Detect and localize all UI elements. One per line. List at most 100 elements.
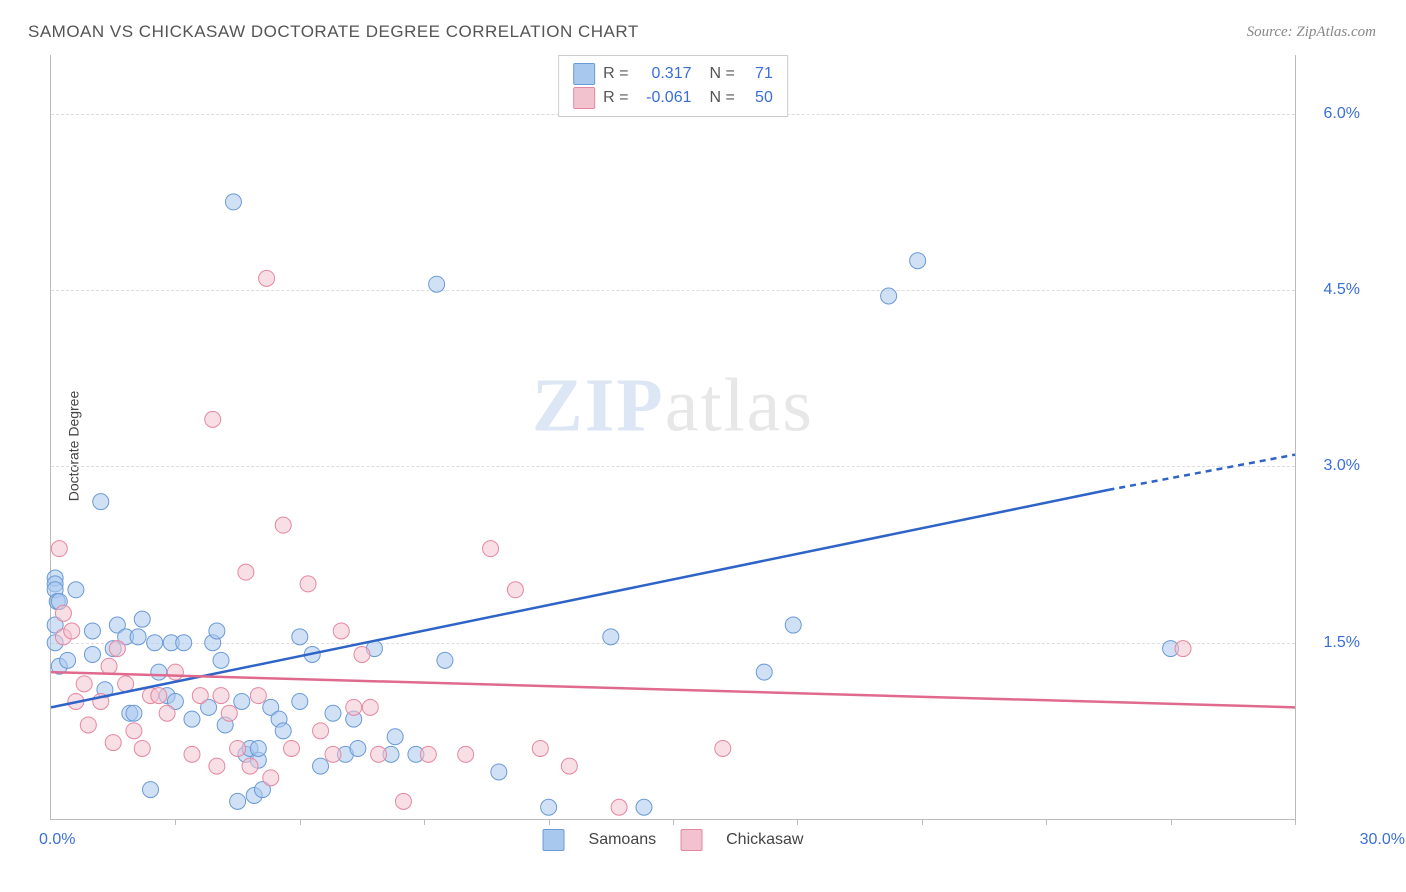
swatch-samoans	[573, 63, 595, 85]
y-tick-label: 6.0%	[1305, 105, 1360, 123]
data-point	[284, 740, 300, 756]
trend-line	[1108, 455, 1295, 490]
x-tick	[797, 819, 798, 825]
series-name-samoans: Samoans	[589, 831, 657, 849]
swatch-samoans	[543, 829, 565, 851]
data-point	[292, 629, 308, 645]
data-point	[126, 723, 142, 739]
source-credit: Source: ZipAtlas.com	[1247, 24, 1376, 41]
x-tick	[549, 819, 550, 825]
data-point	[64, 623, 80, 639]
data-point	[532, 740, 548, 756]
data-point	[395, 793, 411, 809]
data-point	[259, 270, 275, 286]
data-point	[176, 635, 192, 651]
data-point	[910, 253, 926, 269]
data-point	[84, 623, 100, 639]
data-point	[134, 740, 150, 756]
data-point	[51, 541, 67, 557]
data-point	[230, 740, 246, 756]
data-point	[275, 517, 291, 533]
data-point	[333, 623, 349, 639]
data-point	[561, 758, 577, 774]
data-point	[209, 623, 225, 639]
r-value-chickasaw: -0.061	[637, 86, 692, 110]
data-point	[93, 494, 109, 510]
correlation-legend: R = 0.317 N = 71 R = -0.061 N = 50	[558, 55, 788, 117]
series-name-chickasaw: Chickasaw	[726, 831, 803, 849]
data-point	[483, 541, 499, 557]
data-point	[84, 646, 100, 662]
data-point	[313, 723, 329, 739]
r-label: R =	[603, 86, 628, 110]
data-point	[250, 688, 266, 704]
data-point	[238, 564, 254, 580]
data-point	[346, 699, 362, 715]
data-point	[159, 705, 175, 721]
data-point	[68, 582, 84, 598]
n-value-chickasaw: 50	[743, 86, 773, 110]
x-end-label: 30.0%	[1360, 831, 1405, 849]
x-start-label: 0.0%	[39, 831, 75, 849]
data-point	[230, 793, 246, 809]
data-point	[151, 688, 167, 704]
data-point	[1175, 641, 1191, 657]
data-point	[76, 676, 92, 692]
data-point	[184, 746, 200, 762]
data-point	[250, 740, 266, 756]
swatch-chickasaw	[680, 829, 702, 851]
data-point	[209, 758, 225, 774]
data-point	[275, 723, 291, 739]
data-point	[756, 664, 772, 680]
n-value-samoans: 71	[743, 62, 773, 86]
data-point	[225, 194, 241, 210]
trend-line	[51, 490, 1108, 707]
data-point	[192, 688, 208, 704]
x-tick	[300, 819, 301, 825]
data-point	[371, 746, 387, 762]
data-point	[134, 611, 150, 627]
data-point	[300, 576, 316, 592]
y-tick-label: 3.0%	[1305, 457, 1360, 475]
data-point	[105, 735, 121, 751]
data-point	[362, 699, 378, 715]
data-point	[785, 617, 801, 633]
data-point	[541, 799, 557, 815]
data-point	[292, 693, 308, 709]
data-point	[221, 705, 237, 721]
data-point	[109, 641, 125, 657]
data-point	[715, 740, 731, 756]
data-point	[118, 676, 134, 692]
swatch-chickasaw	[573, 87, 595, 109]
data-point	[491, 764, 507, 780]
data-point	[313, 758, 329, 774]
data-point	[60, 652, 76, 668]
x-tick	[1295, 819, 1296, 825]
data-point	[143, 782, 159, 798]
data-point	[354, 646, 370, 662]
x-tick	[424, 819, 425, 825]
data-point	[242, 758, 258, 774]
n-label: N =	[710, 86, 735, 110]
data-point	[429, 276, 445, 292]
data-point	[263, 770, 279, 786]
data-point	[350, 740, 366, 756]
data-point	[101, 658, 117, 674]
y-tick-label: 4.5%	[1305, 281, 1360, 299]
chart-plot-area: ZIPatlas R = 0.317 N = 71 R = -0.061 N =…	[50, 55, 1296, 820]
data-point	[213, 688, 229, 704]
data-point	[437, 652, 453, 668]
legend-row-samoans: R = 0.317 N = 71	[573, 62, 773, 86]
data-point	[55, 605, 71, 621]
data-point	[636, 799, 652, 815]
data-point	[147, 635, 163, 651]
x-tick	[175, 819, 176, 825]
r-label: R =	[603, 62, 628, 86]
data-point	[126, 705, 142, 721]
data-point	[325, 705, 341, 721]
data-point	[611, 799, 627, 815]
data-point	[881, 288, 897, 304]
data-point	[234, 693, 250, 709]
data-point	[458, 746, 474, 762]
data-point	[603, 629, 619, 645]
